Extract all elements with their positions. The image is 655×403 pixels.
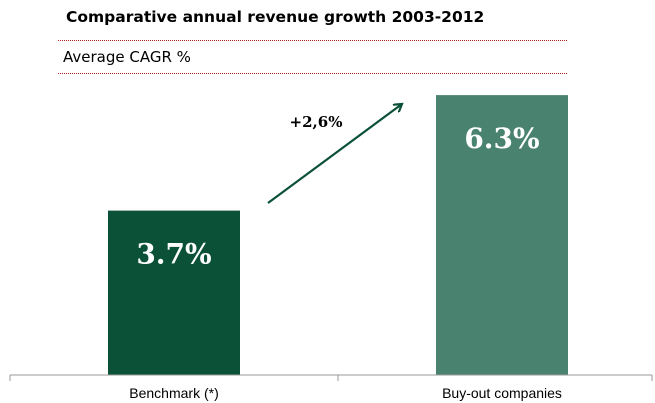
growth-annotation: +2,6% [290,113,343,131]
bar-benchmark [108,210,240,375]
chart-subtitle: Average CAGR % [63,48,191,66]
subtitle-divider [58,73,567,74]
growth-arrow [267,104,402,204]
chart-title: Comparative annual revenue growth 2003-2… [66,8,485,26]
bar-buyout-companies [436,95,568,375]
category-label: Benchmark (*) [129,385,218,401]
data-label: 3.7% [136,238,211,271]
title-divider [58,40,567,41]
category-label: Buy-out companies [442,385,562,401]
data-label: 6.3% [464,122,539,155]
